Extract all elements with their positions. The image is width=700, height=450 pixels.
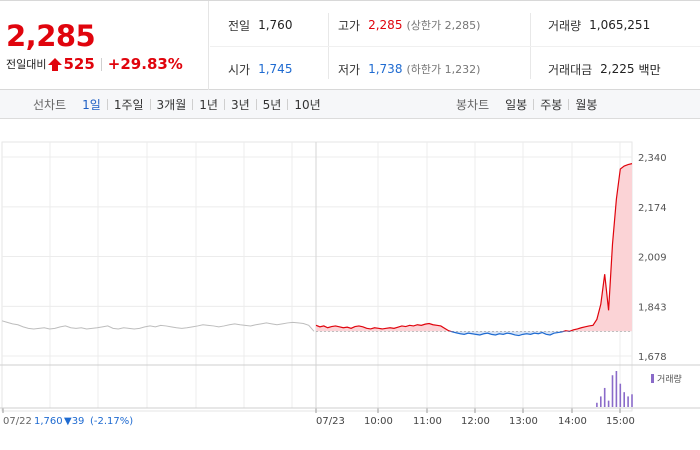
prev-day-change: ▼39 bbox=[64, 416, 84, 427]
tab-10year[interactable]: 10년 bbox=[294, 98, 321, 112]
y-tick-label: 2,340 bbox=[638, 153, 667, 164]
chart-period-bar: 선차트 1일 1주일 3개월 1년 3년 5년 10년 봉차트 일봉 주봉 월봉 bbox=[0, 90, 700, 119]
volume-bar bbox=[607, 400, 610, 407]
prev-close-cell: 전일 1,760 bbox=[228, 3, 292, 47]
tab-divider bbox=[106, 99, 108, 110]
x-tick-label: 10:00 bbox=[364, 416, 393, 427]
change-label: 전일대비 bbox=[6, 58, 47, 71]
x-tick-label: 15:00 bbox=[606, 416, 635, 427]
change-percent: +29.83% bbox=[107, 55, 183, 73]
amount-label: 거래대금 bbox=[548, 62, 593, 77]
volume-bar bbox=[627, 396, 629, 407]
price-chart[interactable]: 2,340 2,174 2,009 1,843 1,678 07/23 10:00 11:0… bbox=[0, 120, 700, 450]
low-cell: 저가 1,738 (하한가 1,232) bbox=[338, 47, 480, 91]
plot-frame bbox=[1, 141, 633, 412]
volume-bar bbox=[596, 402, 598, 407]
x-tick-label: 14:00 bbox=[558, 416, 587, 427]
candle-chart-tabs: 봉차트 일봉 주봉 월봉 bbox=[456, 90, 603, 119]
tab-divider bbox=[568, 99, 570, 110]
prev-day-date: 07/22 bbox=[3, 416, 32, 427]
candle-chart-label: 봉차트 bbox=[456, 98, 490, 112]
change-value: 525 bbox=[63, 55, 95, 73]
tab-daily-candle[interactable]: 일봉 bbox=[505, 98, 528, 112]
tab-1week[interactable]: 1주일 bbox=[113, 98, 144, 112]
amount-cell: 거래대금 2,225 백만 bbox=[548, 47, 661, 91]
tab-divider bbox=[149, 99, 151, 110]
area-above-baseline bbox=[316, 163, 632, 332]
prev-day-pct: (-2.17%) bbox=[90, 416, 133, 427]
tab-divider bbox=[287, 99, 289, 110]
prev-day-close: 1,760 bbox=[34, 416, 63, 427]
amount-unit: 백만 bbox=[638, 62, 661, 77]
x-tick-label: 07/23 bbox=[316, 416, 345, 427]
volume-bar bbox=[623, 392, 625, 407]
stock-summary: 2,285 전일대비 525 +29.83% 전일 1,760 시가 1,745… bbox=[0, 0, 700, 90]
tab-1day[interactable]: 1일 bbox=[82, 98, 101, 112]
volume-bar bbox=[603, 387, 606, 407]
volume-legend-swatch bbox=[651, 374, 654, 383]
tab-5year[interactable]: 5년 bbox=[262, 98, 282, 112]
upper-limit: (상한가 2,285) bbox=[406, 19, 481, 32]
volume-bar bbox=[599, 396, 602, 407]
prev-close-label: 전일 bbox=[228, 18, 251, 33]
x-tick-label: 13:00 bbox=[509, 416, 538, 427]
high-value: 2,285 bbox=[368, 18, 403, 32]
lower-limit: (하한가 1,232) bbox=[406, 63, 481, 76]
open-value: 1,745 bbox=[258, 62, 293, 76]
volume-bar bbox=[611, 375, 614, 407]
today-price-line-down bbox=[448, 331, 572, 337]
price-chart-svg: 2,340 2,174 2,009 1,843 1,678 07/23 10:00 11:0… bbox=[0, 141, 700, 427]
y-tick-label: 1,843 bbox=[638, 302, 667, 313]
open-cell: 시가 1,745 bbox=[228, 47, 292, 91]
tab-divider bbox=[192, 99, 194, 110]
y-tick-label: 2,174 bbox=[638, 203, 667, 214]
today-price-line-up bbox=[315, 163, 633, 332]
line-chart-label: 선차트 bbox=[33, 98, 67, 112]
volume-value: 1,065,251 bbox=[589, 18, 651, 32]
change-divider bbox=[100, 57, 102, 71]
tab-divider bbox=[223, 99, 225, 110]
change-row: 전일대비 525 +29.83% bbox=[6, 55, 183, 73]
amount-value: 2,225 bbox=[600, 62, 635, 76]
volume-bar bbox=[631, 394, 633, 407]
low-label: 저가 bbox=[338, 62, 361, 77]
volume-label: 거래량 bbox=[548, 18, 582, 33]
y-tick-label: 2,009 bbox=[638, 253, 667, 264]
up-arrow-icon bbox=[48, 57, 63, 71]
volume-bar bbox=[615, 371, 618, 407]
open-label: 시가 bbox=[228, 62, 251, 77]
prev-close-value: 1,760 bbox=[258, 18, 293, 32]
tab-weekly-candle[interactable]: 주봉 bbox=[540, 98, 563, 112]
tab-divider bbox=[255, 99, 257, 110]
current-price: 2,285 bbox=[6, 19, 96, 53]
prev-day-price-line bbox=[1, 320, 315, 332]
tab-1year[interactable]: 1년 bbox=[199, 98, 218, 112]
tab-monthly-candle[interactable]: 월봉 bbox=[575, 98, 598, 112]
tab-3year[interactable]: 3년 bbox=[230, 98, 250, 112]
volume-bar bbox=[619, 383, 622, 407]
x-tick-label: 12:00 bbox=[461, 416, 490, 427]
tab-3month[interactable]: 3개월 bbox=[156, 98, 187, 112]
low-value: 1,738 bbox=[368, 62, 403, 76]
high-label: 고가 bbox=[338, 18, 361, 33]
row-divider bbox=[210, 46, 700, 47]
y-tick-label: 1,678 bbox=[638, 352, 667, 363]
x-tick-label: 11:00 bbox=[413, 416, 442, 427]
volume-legend-label: 거래량 bbox=[657, 373, 682, 385]
tab-divider bbox=[533, 99, 535, 110]
line-chart-tabs: 선차트 1일 1주일 3개월 1년 3년 5년 10년 bbox=[33, 90, 327, 119]
high-cell: 고가 2,285 (상한가 2,285) bbox=[338, 3, 480, 47]
volume-cell: 거래량 1,065,251 bbox=[548, 3, 650, 47]
price-box: 2,285 전일대비 525 +29.83% bbox=[0, 1, 209, 90]
